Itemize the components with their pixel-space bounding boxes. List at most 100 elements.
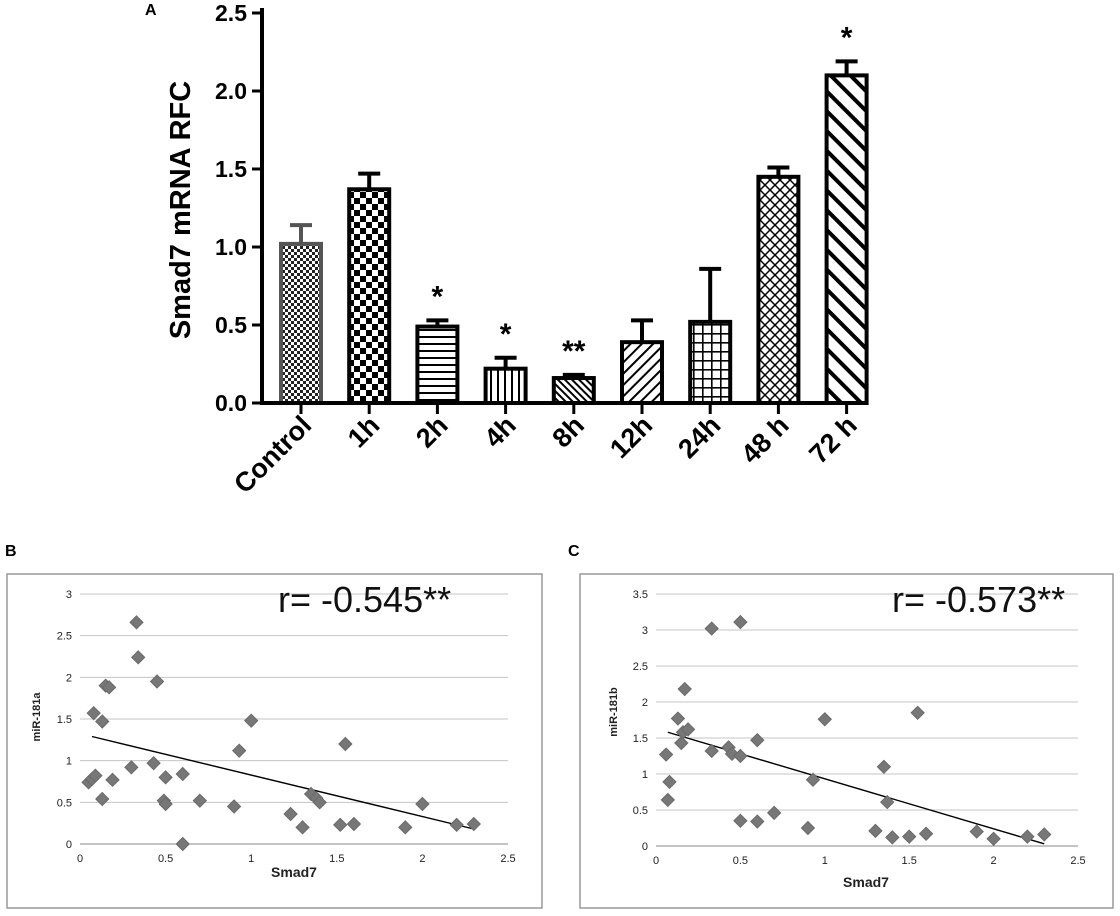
plot-frame: [579, 573, 1114, 909]
data-point: [86, 705, 101, 721]
x-tick-label-2: 1: [248, 853, 254, 865]
data-point: [750, 732, 765, 748]
data-point: [226, 799, 242, 814]
x-tick-label-2: 1: [822, 855, 828, 867]
data-point: [750, 814, 765, 829]
data-point: [733, 748, 748, 764]
data-point: [805, 772, 821, 787]
bar-48h: [756, 174, 801, 405]
y-axis-label: miR-181b: [608, 687, 620, 737]
x-tick-label-1: 0.5: [733, 855, 748, 867]
x-axis-label: Smad7: [843, 874, 889, 890]
y-axis-ticks: 0 0.5 1 1.5 2 2.5 3: [57, 589, 72, 851]
y-tick-label-0: 0.0: [215, 390, 247, 416]
data-point: [283, 806, 298, 822]
data-point: [124, 760, 139, 775]
data-point: [175, 766, 190, 782]
y-tick-label-3: 1.5: [633, 733, 648, 745]
significance-label-8: *: [841, 21, 853, 54]
data-point: [232, 743, 247, 758]
category-label-7: 48 h: [735, 410, 794, 469]
x-tick-label-4: 2: [419, 853, 425, 865]
y-tick-label-3: 1.5: [57, 714, 72, 726]
y-tick-label-5: 2.5: [57, 631, 72, 643]
error-bars: [290, 59, 858, 379]
y-tick-label-0: 0: [66, 839, 72, 851]
x-tick-label-3: 1.5: [902, 855, 917, 867]
y-tick-label-0: 0: [642, 841, 648, 853]
y-tick-label-1: 0.5: [57, 797, 72, 809]
y-tick-label-5: 2.5: [215, 0, 247, 26]
bar-24h: [688, 319, 733, 406]
data-point: [910, 705, 925, 721]
bar-12h: [620, 340, 664, 406]
category-label-8: 72 h: [803, 410, 862, 469]
y-axis-ticks: 0 0.5 1 1.5 2 2.5 3 3.5: [633, 589, 648, 853]
x-tick-label-3: 1.5: [329, 853, 344, 865]
y-tick-label-1: 0.5: [215, 312, 247, 338]
data-point: [704, 621, 719, 636]
data-point: [415, 796, 430, 812]
data-point: [704, 743, 719, 759]
data-point: [800, 820, 816, 836]
y-tick-label-4: 2: [66, 672, 72, 684]
category-label-5: 12h: [604, 410, 658, 464]
data-point: [466, 816, 481, 832]
data-point: [192, 793, 208, 808]
panel-label-a: A: [145, 2, 157, 19]
data-point: [101, 680, 117, 695]
bar-4h: [483, 366, 528, 405]
x-axis-ticks: 0 0.5 1 1.5 2 2.5: [77, 853, 516, 865]
y-tick-label-1: 0.5: [633, 805, 648, 817]
data-point: [333, 817, 348, 833]
data-point: [1020, 829, 1035, 844]
data-point: [986, 831, 1001, 847]
significance-label-2: *: [432, 280, 444, 313]
data-point: [733, 813, 748, 829]
category-label-1: 1h: [342, 410, 385, 453]
panel-label-b: B: [5, 543, 17, 560]
data-points: [658, 614, 1052, 847]
significance-markers: *****: [432, 21, 853, 368]
x-axis-label: Smad7: [271, 864, 317, 880]
data-point: [918, 826, 934, 841]
correlation-annotation: r= -0.545**: [278, 579, 451, 620]
bar-72h: [824, 73, 869, 406]
y-tick-label-4: 2.0: [215, 78, 247, 104]
data-point: [1037, 827, 1052, 842]
significance-label-3: *: [500, 318, 512, 351]
data-points: [81, 615, 481, 852]
data-point: [876, 759, 892, 775]
data-point: [674, 735, 689, 751]
data-point: [175, 836, 190, 852]
gridlines: [656, 593, 1078, 847]
data-point: [658, 747, 674, 762]
data-point: [885, 830, 900, 845]
y-tick-label-2: 1: [642, 769, 648, 781]
data-point: [129, 615, 144, 630]
y-axis-label: Smad7 mRNA RFC: [165, 81, 197, 339]
plot-frame: [6, 573, 543, 909]
data-point: [105, 772, 120, 788]
y-tick-label-2: 1: [66, 756, 72, 768]
data-point: [660, 792, 676, 808]
data-point: [88, 768, 103, 783]
y-tick-label-2: 1.0: [215, 234, 247, 260]
data-point: [346, 816, 362, 832]
data-point: [338, 736, 353, 752]
data-point: [149, 674, 165, 689]
category-label-4: 8h: [547, 410, 590, 453]
data-point: [733, 614, 748, 630]
x-tick-label-1: 0.5: [158, 853, 173, 865]
category-label-2: 2h: [410, 410, 453, 453]
category-labels: Control 1h 2h 4h 8h 12h 24h 48 h 72 h: [228, 403, 863, 499]
data-point: [295, 820, 310, 835]
data-point: [680, 722, 696, 737]
data-point: [146, 755, 161, 771]
bar-chart-smad7: Smad7 mRNA RFC 0.00.51.01.52.02.5 ***** …: [165, 0, 869, 499]
data-point: [670, 711, 686, 726]
category-label-3: 4h: [478, 410, 521, 453]
x-tick-label-0: 0: [77, 853, 83, 865]
y-axis-ticks: 0.0 0.5 1.0 1.5 2.0 2.5: [215, 0, 262, 416]
